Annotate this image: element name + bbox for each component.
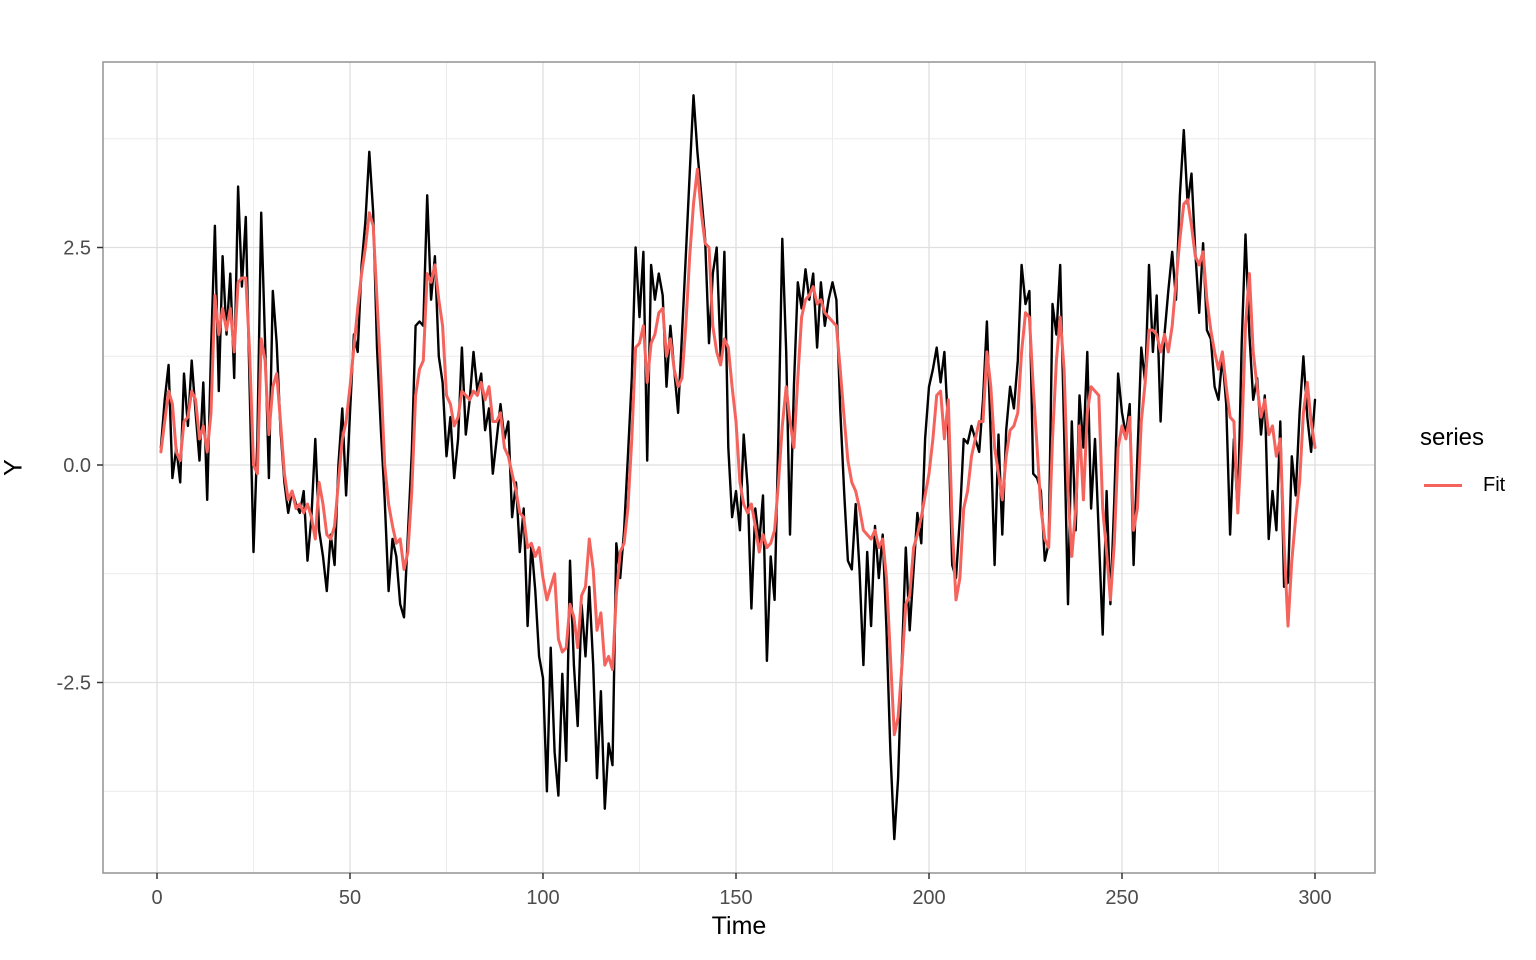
x-tick-label: 300: [1298, 887, 1331, 909]
y-tick-label: 2.5: [63, 238, 91, 260]
y-axis-title: Y: [0, 459, 28, 476]
legend: series Fit: [1420, 424, 1505, 497]
y-tick-label: -2.5: [57, 673, 91, 695]
y-tick-label: 0.0: [63, 455, 91, 477]
x-tick-label: 200: [912, 887, 945, 909]
fit-line-swatch: [1424, 484, 1462, 487]
x-tick-label: 150: [719, 887, 752, 909]
x-axis-title: Time: [711, 912, 767, 940]
legend-entry-label: Fit: [1483, 474, 1506, 496]
x-tick-label: 250: [1105, 887, 1138, 909]
x-tick-label: 0: [151, 887, 162, 909]
x-tick-label: 50: [339, 887, 361, 909]
panel-border: [102, 61, 1376, 874]
x-tick-label: 100: [526, 887, 559, 909]
series-line-fit: [159, 167, 1317, 737]
legend-entry-fit: Fit: [1424, 474, 1505, 497]
legend-title: series: [1420, 424, 1485, 451]
